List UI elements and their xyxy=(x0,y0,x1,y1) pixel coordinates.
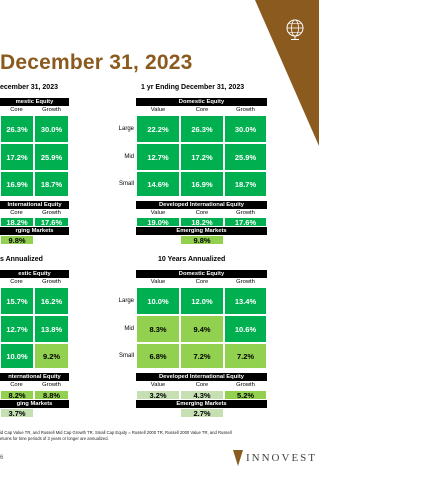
right-top-intl-col-growth: Growth xyxy=(236,210,255,216)
left-top-em-header: rging Markets xyxy=(0,227,69,235)
left-bottom-intl-header: nternational Equity xyxy=(0,373,69,381)
right-bottom-col-growth: Growth xyxy=(236,279,255,285)
right-top-cell: 18.7% xyxy=(224,171,267,197)
right-bottom-em-cell: 2.7% xyxy=(180,408,224,418)
right-bottom-cell: 6.8% xyxy=(136,343,180,369)
page-number: 6 xyxy=(0,455,4,461)
right-top-intl-cell: 19.0% xyxy=(136,217,180,227)
left-top-cell: 17.2% xyxy=(0,143,34,171)
right-bottom-col-value: Value xyxy=(150,279,166,285)
right-bottom-cell: 10.0% xyxy=(136,287,180,315)
left-bottom-intl-cell: 8.2% xyxy=(0,390,34,400)
left-bottom-cell: 9.2% xyxy=(34,343,69,369)
right-bottom-domestic-header: Domestic Equity xyxy=(136,270,267,278)
left-bottom-cell: 12.7% xyxy=(0,315,34,343)
left-bottom-intl-cell: 8.8% xyxy=(34,390,69,400)
right-bottom-subtitle: 10 Years Annualized xyxy=(158,256,226,263)
right-top-cell: 26.3% xyxy=(180,115,224,143)
left-top-intl-col-growth: Growth xyxy=(42,210,61,216)
right-top-intl-col-value: Value xyxy=(150,210,166,216)
page-title: December 31, 2023 xyxy=(0,51,193,74)
left-top-cell: 30.0% xyxy=(34,115,69,143)
left-top-cell: 25.9% xyxy=(34,143,69,171)
right-bottom-intl-col-growth: Growth xyxy=(236,382,255,388)
right-top-cell: 14.6% xyxy=(136,171,180,197)
left-bottom-cell: 15.7% xyxy=(0,287,34,315)
right-bottom-col-core: Core xyxy=(195,279,209,285)
left-bottom-cell: 16.2% xyxy=(34,287,69,315)
right-top-row-mid: Mid xyxy=(124,154,134,160)
left-bottom-subtitle: s Annualized xyxy=(0,256,43,263)
right-bottom-cell: 8.3% xyxy=(136,315,180,343)
right-top-row-small: Small xyxy=(118,181,134,187)
right-bottom-row-large: Large xyxy=(118,298,134,304)
left-top-subtitle: ecember 31, 2023 xyxy=(0,84,58,91)
left-bottom-cell: 10.0% xyxy=(0,343,34,369)
right-top-intl-col-core: Core xyxy=(195,210,209,216)
logo-text: INNOVEST xyxy=(246,452,317,464)
footnote-line: id Cap Value TR, and Russell Mid Cap Gro… xyxy=(0,430,232,435)
left-top-intl-header: International Equity xyxy=(0,201,69,209)
right-bottom-cell: 10.6% xyxy=(224,315,267,343)
left-top-domestic-header: mestic Equity xyxy=(0,98,69,106)
left-bottom-col-growth: Growth xyxy=(42,279,61,285)
logo-mark-icon xyxy=(233,450,243,466)
left-top-em-cell: 9.8% xyxy=(0,235,34,245)
left-top-col-core: Core xyxy=(10,107,23,113)
innovest-logo: INNOVEST xyxy=(233,449,317,467)
left-top-intl-cell: 18.2% xyxy=(0,217,34,227)
right-bottom-row-small: Small xyxy=(118,353,134,359)
right-top-domestic-header: Domestic Equity xyxy=(136,98,267,106)
left-top-intl-col-core: Core xyxy=(10,210,23,216)
left-bottom-col-core: Core xyxy=(10,279,23,285)
left-top-intl-cell: 17.6% xyxy=(34,217,69,227)
globe-icon xyxy=(286,19,304,40)
right-bottom-cell: 9.4% xyxy=(180,315,224,343)
left-top-cell: 26.3% xyxy=(0,115,34,143)
left-top-col-growth: Growth xyxy=(42,107,61,113)
left-bottom-em-header: ging Markets xyxy=(0,400,69,408)
right-bottom-intl-cell: 5.2% xyxy=(224,390,267,400)
right-bottom-intl-header: Developed International Equity xyxy=(136,373,267,381)
right-bottom-intl-col-core: Core xyxy=(195,382,209,388)
right-bottom-intl-col-value: Value xyxy=(150,382,166,388)
right-top-cell: 12.7% xyxy=(136,143,180,171)
right-top-em-header: Emerging Markets xyxy=(136,227,267,235)
right-top-intl-cell: 18.2% xyxy=(180,217,224,227)
right-top-cell: 16.9% xyxy=(180,171,224,197)
right-top-row-large: Large xyxy=(118,126,134,132)
right-top-cell: 30.0% xyxy=(224,115,267,143)
left-bottom-domestic-header: estic Equity xyxy=(0,270,69,278)
left-bottom-intl-col-core: Core xyxy=(10,382,23,388)
right-top-intl-cell: 17.6% xyxy=(224,217,267,227)
right-top-intl-header: Developed International Equity xyxy=(136,201,267,209)
left-top-cell: 16.9% xyxy=(0,171,34,197)
left-bottom-cell: 13.8% xyxy=(34,315,69,343)
right-bottom-cell: 7.2% xyxy=(224,343,267,369)
left-top-cell: 18.7% xyxy=(34,171,69,197)
right-top-cell: 17.2% xyxy=(180,143,224,171)
right-top-em-cell: 9.8% xyxy=(180,235,224,245)
right-bottom-em-header: Emerging Markets xyxy=(136,400,267,408)
right-top-cell: 25.9% xyxy=(224,143,267,171)
right-top-cell: 22.2% xyxy=(136,115,180,143)
right-bottom-intl-cell: 3.2% xyxy=(136,390,180,400)
left-bottom-em-cell: 3.7% xyxy=(0,408,34,418)
corner-decoration xyxy=(255,0,319,146)
right-bottom-cell: 12.0% xyxy=(180,287,224,315)
right-bottom-cell: 13.4% xyxy=(224,287,267,315)
footnote-line: eturns for time periods of 3 years or lo… xyxy=(0,436,109,441)
right-top-col-core: Core xyxy=(195,107,209,113)
right-bottom-intl-cell: 4.3% xyxy=(180,390,224,400)
right-bottom-row-mid: Mid xyxy=(124,326,134,332)
right-top-col-value: Value xyxy=(150,107,166,113)
footnote: id Cap Value TR, and Russell Mid Cap Gro… xyxy=(0,430,268,442)
right-top-col-growth: Growth xyxy=(236,107,255,113)
right-top-subtitle: 1 yr Ending December 31, 2023 xyxy=(141,84,245,91)
left-bottom-intl-col-growth: Growth xyxy=(42,382,61,388)
right-bottom-cell: 7.2% xyxy=(180,343,224,369)
